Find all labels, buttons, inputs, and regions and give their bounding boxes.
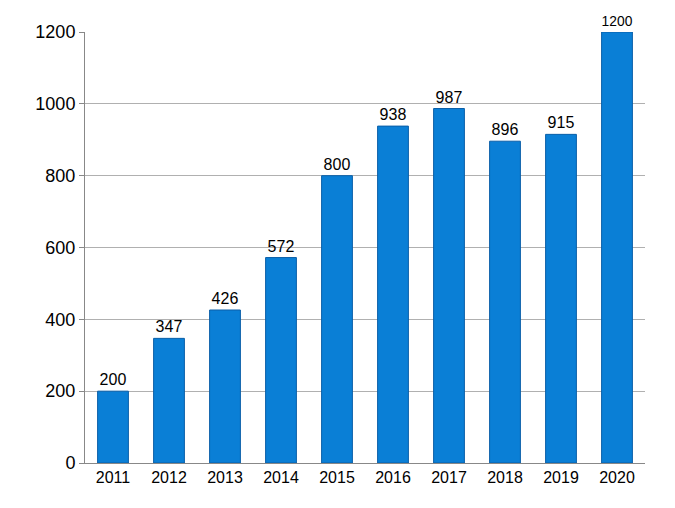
svg-text:400: 400: [45, 310, 75, 330]
svg-text:896: 896: [492, 121, 519, 138]
svg-text:2015: 2015: [319, 469, 355, 486]
svg-text:2019: 2019: [543, 469, 579, 486]
svg-text:2017: 2017: [431, 469, 467, 486]
svg-text:938: 938: [380, 106, 407, 123]
svg-text:2014: 2014: [263, 469, 299, 486]
svg-text:800: 800: [324, 156, 351, 173]
svg-text:1200: 1200: [602, 14, 633, 29]
svg-text:1000: 1000: [35, 94, 75, 114]
svg-text:200: 200: [100, 371, 127, 388]
svg-text:600: 600: [45, 238, 75, 258]
svg-text:2018: 2018: [487, 469, 523, 486]
svg-text:426: 426: [212, 290, 239, 307]
svg-text:2020: 2020: [599, 469, 635, 486]
svg-text:1200: 1200: [35, 22, 75, 42]
svg-text:572: 572: [268, 238, 295, 255]
svg-text:347: 347: [156, 318, 183, 335]
svg-text:915: 915: [548, 114, 575, 131]
svg-text:2013: 2013: [207, 469, 243, 486]
svg-text:2011: 2011: [96, 469, 131, 486]
svg-text:800: 800: [45, 166, 75, 186]
svg-text:2012: 2012: [151, 469, 187, 486]
svg-text:0: 0: [65, 453, 75, 473]
svg-text:200: 200: [45, 381, 75, 401]
svg-text:987: 987: [436, 89, 463, 106]
svg-text:2016: 2016: [375, 469, 411, 486]
